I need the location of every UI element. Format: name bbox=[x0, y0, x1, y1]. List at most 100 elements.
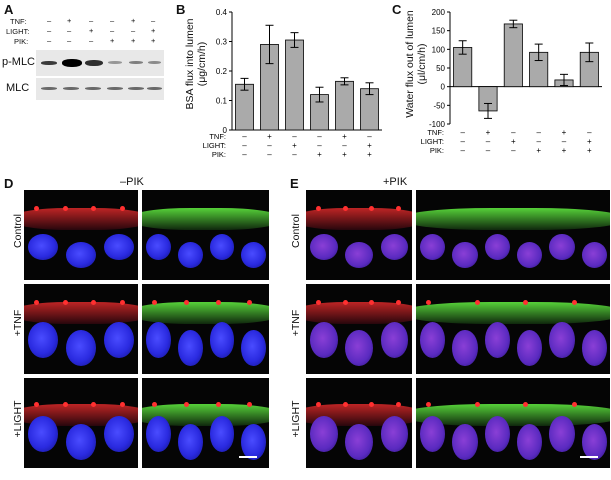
panel-label-d: D bbox=[4, 176, 14, 191]
surface-dot bbox=[119, 402, 125, 407]
nucleus bbox=[28, 416, 58, 452]
micrograph bbox=[306, 190, 412, 280]
blot-sign: – bbox=[151, 16, 156, 25]
nucleus bbox=[380, 416, 409, 452]
y-tick-label: 0.1 bbox=[216, 97, 228, 106]
nucleus bbox=[209, 416, 235, 452]
surface-dot bbox=[474, 402, 480, 407]
nucleus bbox=[420, 322, 446, 358]
bar bbox=[335, 80, 354, 131]
blot-sign: – bbox=[131, 26, 136, 35]
blot-row-label-mlc: MLC bbox=[6, 82, 30, 94]
panel-e-title: +PIK bbox=[383, 176, 408, 188]
nucleus bbox=[380, 322, 409, 358]
micrograph bbox=[142, 190, 269, 280]
panel-label-c: C bbox=[392, 2, 402, 17]
surface-stain bbox=[416, 208, 610, 230]
bar bbox=[503, 23, 523, 88]
treatment-sign: – bbox=[267, 141, 272, 150]
treatment-label: LIGHT: bbox=[203, 141, 226, 150]
blot-sign: + bbox=[151, 36, 156, 45]
surface-dot bbox=[342, 300, 348, 305]
surface-dot bbox=[395, 402, 401, 407]
treatment-sign: – bbox=[536, 137, 541, 146]
chart-b-ylabel-line1: BSA flux into lumen bbox=[184, 18, 196, 110]
surface-dot bbox=[34, 402, 39, 407]
surface-dot bbox=[215, 402, 221, 407]
surface-dot bbox=[316, 206, 321, 211]
nucleus bbox=[310, 234, 338, 260]
micrograph bbox=[24, 284, 138, 374]
blot-treatment-light: LIGHT: bbox=[6, 27, 30, 36]
blot-sign: – bbox=[110, 26, 115, 35]
treatment-sign: + bbox=[536, 146, 541, 155]
nucleus bbox=[241, 424, 266, 460]
nucleus bbox=[581, 242, 607, 268]
blot-band bbox=[128, 87, 144, 90]
treatment-sign: + bbox=[342, 150, 347, 159]
treatment-sign: + bbox=[486, 128, 491, 137]
micrograph bbox=[306, 378, 412, 468]
treatment-sign: – bbox=[242, 141, 247, 150]
y-tick-label: 200 bbox=[432, 8, 446, 17]
surface-stain bbox=[416, 404, 610, 426]
surface-dot bbox=[342, 402, 348, 407]
blot-treatment-pik: PIK: bbox=[14, 37, 29, 46]
treatment-sign: – bbox=[242, 132, 247, 141]
blot-sign: – bbox=[110, 16, 115, 25]
panel-label-e: E bbox=[290, 176, 299, 191]
nucleus bbox=[380, 234, 409, 260]
nucleus bbox=[517, 242, 543, 268]
treatment-sign: – bbox=[460, 128, 465, 137]
treatment-label: TNF: bbox=[209, 132, 226, 141]
nucleus bbox=[177, 330, 203, 366]
blot-sign: – bbox=[47, 16, 52, 25]
surface-dot bbox=[316, 402, 321, 407]
micrograph bbox=[306, 284, 412, 374]
y-tick-label: 0 bbox=[441, 83, 446, 92]
nucleus bbox=[28, 234, 58, 260]
surface-dot bbox=[62, 402, 68, 407]
y-tick-label: 0 bbox=[223, 126, 228, 135]
row-label-control-e: Control bbox=[290, 214, 302, 248]
panel-label-b: B bbox=[176, 2, 186, 17]
panel-label-a: A bbox=[4, 2, 14, 17]
nucleus bbox=[345, 242, 373, 268]
y-tick-label: 100 bbox=[432, 45, 446, 54]
surface-dot bbox=[91, 300, 96, 305]
nucleus bbox=[517, 424, 543, 460]
surface-dot bbox=[426, 402, 431, 407]
nucleus bbox=[549, 322, 575, 358]
surface-dot bbox=[571, 402, 577, 407]
nucleus bbox=[177, 424, 203, 460]
micrograph bbox=[142, 284, 269, 374]
surface-dot bbox=[571, 300, 577, 305]
surface-dot bbox=[152, 402, 157, 407]
blot-band bbox=[62, 59, 82, 67]
y-tick-label: -50 bbox=[433, 101, 445, 110]
nucleus bbox=[104, 322, 134, 358]
surface-dot bbox=[369, 300, 374, 305]
treatment-sign: – bbox=[317, 132, 322, 141]
surface-dot bbox=[247, 402, 253, 407]
treatment-label: PIK: bbox=[212, 150, 226, 159]
nucleus bbox=[452, 424, 478, 460]
treatment-label: PIK: bbox=[430, 146, 444, 155]
treatment-sign: – bbox=[317, 141, 322, 150]
treatment-label: LIGHT: bbox=[421, 137, 444, 146]
blot-band bbox=[41, 87, 57, 90]
row-label-light-d: +LIGHT bbox=[12, 400, 24, 438]
surface-dot bbox=[91, 402, 96, 407]
surface-dot bbox=[316, 300, 321, 305]
surface-dot bbox=[523, 402, 528, 407]
surface-dot bbox=[247, 300, 253, 305]
surface-stain bbox=[142, 208, 269, 230]
nucleus bbox=[345, 424, 373, 460]
nucleus bbox=[517, 330, 543, 366]
micrograph bbox=[142, 378, 269, 468]
surface-dot bbox=[395, 300, 401, 305]
surface-stain bbox=[306, 208, 412, 230]
panel-d-title: –PIK bbox=[120, 176, 144, 188]
